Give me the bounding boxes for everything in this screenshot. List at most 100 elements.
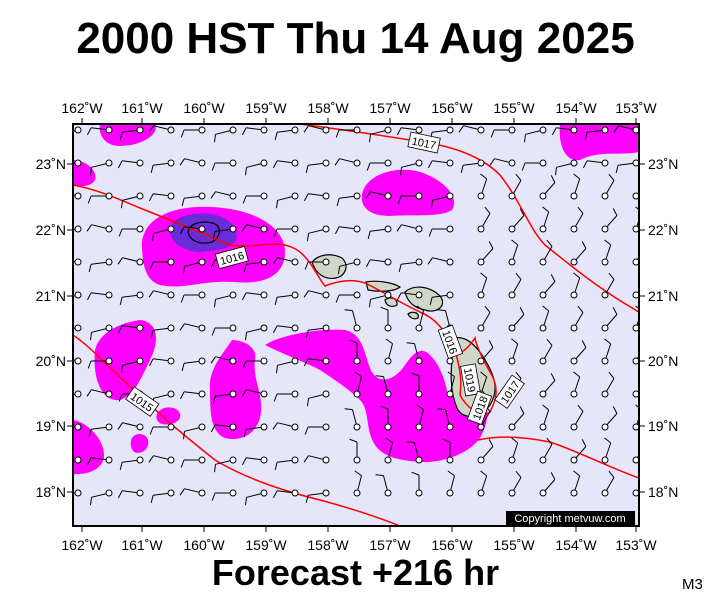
wind-barb xyxy=(242,192,268,204)
wind-barb xyxy=(344,309,361,332)
lon-label: 162˚W xyxy=(61,537,103,553)
lon-label: 160˚W xyxy=(183,537,225,553)
wind-barb xyxy=(117,422,144,431)
wind-barb xyxy=(539,175,556,200)
wind-barb xyxy=(335,126,361,138)
wind-barb xyxy=(274,126,299,141)
wind-barb xyxy=(539,373,556,398)
wind-barb xyxy=(406,342,423,365)
wind-barb xyxy=(570,305,584,332)
wind-barb xyxy=(73,258,82,266)
wind-barb xyxy=(431,192,454,209)
wind-barb xyxy=(272,489,299,499)
wind-barb xyxy=(117,159,144,169)
wind-barb xyxy=(508,239,519,266)
wind-barb xyxy=(349,438,361,464)
copyright-badge xyxy=(506,511,635,526)
wind-barb xyxy=(276,192,299,209)
wind-barb xyxy=(508,272,522,299)
lat-label: 23˚N xyxy=(36,156,66,172)
wind-barb xyxy=(117,257,144,266)
wind-barb xyxy=(148,290,175,299)
wind-barb xyxy=(73,225,82,233)
wind-barb xyxy=(427,159,454,169)
wind-barb xyxy=(179,158,206,167)
wind-barb xyxy=(90,489,113,506)
wind-barb xyxy=(570,173,581,200)
wind-barb xyxy=(446,371,455,398)
wind-barb xyxy=(305,159,330,174)
wind-barb xyxy=(336,192,361,207)
wind-barb xyxy=(304,423,330,435)
lon-label: 156˚W xyxy=(431,100,473,116)
wind-barb xyxy=(601,470,615,497)
wind-barb xyxy=(601,208,618,233)
wind-barb xyxy=(570,371,581,398)
wind-barb xyxy=(241,389,268,398)
wind-barb xyxy=(398,258,423,273)
lon-label: 158˚W xyxy=(307,100,349,116)
wind-barb xyxy=(118,225,144,237)
wind-barb xyxy=(88,423,113,438)
lon-label: 156˚W xyxy=(431,537,473,553)
lon-label: 159˚W xyxy=(245,537,287,553)
wind-barb xyxy=(632,255,639,266)
wind-barb xyxy=(303,290,330,299)
wind-barb xyxy=(179,390,206,400)
wind-barb xyxy=(179,488,206,497)
wind-barb xyxy=(353,470,362,497)
wind-barb xyxy=(365,191,392,200)
wind-barb xyxy=(570,340,587,365)
wind-barb xyxy=(601,272,615,299)
wind-barb xyxy=(303,192,330,202)
wind-barb xyxy=(380,405,392,431)
wind-barb xyxy=(211,489,237,501)
wind-barb xyxy=(214,456,237,473)
wind-barb xyxy=(73,291,82,299)
wind-barb xyxy=(334,158,361,167)
wind-barb xyxy=(477,173,488,200)
wind-barb xyxy=(150,159,175,174)
wind-barb xyxy=(303,125,330,134)
wind-barb xyxy=(367,225,392,240)
wind-barb xyxy=(243,423,268,438)
wind-barb xyxy=(570,241,587,266)
island-kauai xyxy=(187,221,220,244)
wind-barb xyxy=(305,324,330,339)
wind-barb xyxy=(539,206,550,233)
wind-barb xyxy=(273,390,299,402)
wind-barb xyxy=(148,125,175,134)
isobar-label: 1017 xyxy=(411,136,437,153)
wind-barb xyxy=(274,291,299,306)
wind-barb xyxy=(570,470,581,497)
wind-barb xyxy=(369,291,392,308)
wind-barb xyxy=(477,439,494,464)
wind-barb xyxy=(307,225,330,242)
wind-barb xyxy=(179,225,206,235)
island-oahu xyxy=(311,254,347,280)
lon-label: 155˚W xyxy=(493,537,535,553)
wind-barb xyxy=(86,126,113,136)
isobar-1016 xyxy=(73,184,497,415)
wind-barb xyxy=(411,471,423,497)
lat-label: 23˚N xyxy=(648,156,678,172)
wind-barb xyxy=(211,324,237,336)
wind-barb xyxy=(334,225,361,235)
wind-barb xyxy=(245,489,268,506)
wind-barb xyxy=(384,437,393,464)
wind-barb xyxy=(524,126,547,143)
wind-barb xyxy=(539,274,556,299)
wind-barb xyxy=(539,404,550,431)
wind-barb xyxy=(508,173,522,200)
wind-barb xyxy=(632,453,639,464)
wind-barb xyxy=(241,224,268,233)
lon-label: 158˚W xyxy=(307,537,349,553)
lon-label: 161˚W xyxy=(121,537,163,553)
precip-area-south-big xyxy=(265,329,488,462)
wind-barb xyxy=(366,159,392,171)
heavy-precipitation xyxy=(169,213,237,252)
wind-barb xyxy=(86,224,113,233)
wind-barb xyxy=(551,126,578,136)
lat-label: 21˚N xyxy=(648,288,678,304)
wind-barb xyxy=(375,375,392,398)
